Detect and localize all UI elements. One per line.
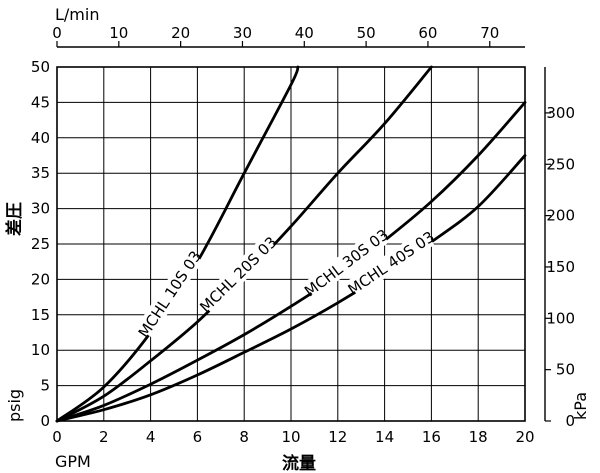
bottom-tick-label: 20 xyxy=(515,428,534,446)
top-tick-label: 20 xyxy=(171,24,190,42)
left-tick-label: 30 xyxy=(31,200,50,218)
left-axis-label: 差圧 xyxy=(4,202,25,236)
bottom-tick-label: 8 xyxy=(239,428,249,446)
series-curve xyxy=(55,101,527,423)
top-axis-unit: L/min xyxy=(55,5,99,24)
series-label-bg xyxy=(303,227,389,298)
bottom-tick-label: 2 xyxy=(99,428,109,446)
left-tick-label: 10 xyxy=(31,341,50,359)
bottom-axis-label: 流量 xyxy=(282,453,316,473)
left-tick-label: 50 xyxy=(31,58,50,76)
right-tick-label: 300 xyxy=(546,104,575,122)
series-curve xyxy=(55,154,527,423)
grid xyxy=(57,67,525,421)
series-curve xyxy=(55,65,300,423)
right-tick-label: 250 xyxy=(546,155,575,173)
top-tick-label: 50 xyxy=(357,24,376,42)
top-tick-label: 10 xyxy=(109,24,128,42)
left-tick-label: 0 xyxy=(40,412,50,430)
bottom-tick-label: 10 xyxy=(281,428,300,446)
bottom-tick-label: 6 xyxy=(193,428,203,446)
top-tick-label: 70 xyxy=(480,24,499,42)
right-tick-label: 200 xyxy=(546,207,575,225)
bottom-tick-label: 4 xyxy=(146,428,156,446)
left-tick-label: 35 xyxy=(31,164,50,182)
series-label-bg xyxy=(136,250,203,338)
left-tick-label: 45 xyxy=(31,93,50,111)
left-tick-label: 40 xyxy=(31,129,50,147)
right-tick-label: 150 xyxy=(546,258,575,276)
top-tick-label: 0 xyxy=(52,24,62,42)
bottom-tick-label: 14 xyxy=(375,428,394,446)
left-tick-label: 20 xyxy=(31,270,50,288)
right-tick-label: 0 xyxy=(565,412,575,430)
series-label: MCHL 20S 03 xyxy=(196,233,280,316)
series-label-bg xyxy=(347,229,435,297)
right-tick-label: 100 xyxy=(546,309,575,327)
series-label: MCHL 10S 03 xyxy=(135,248,205,342)
left-axis-unit: psig xyxy=(5,389,24,422)
series-label-group: MCHL 10S 03 xyxy=(135,248,205,342)
right-axis-unit: kPa xyxy=(571,392,590,420)
left-tick-label: 5 xyxy=(40,377,50,395)
bottom-tick-label: 12 xyxy=(328,428,347,446)
plot-frame xyxy=(56,46,546,422)
bottom-tick-label: 18 xyxy=(469,428,488,446)
bottom-axis-unit: GPM xyxy=(55,452,91,471)
left-tick-label: 25 xyxy=(31,235,50,253)
axis-ticks: 0 10 20 30 40 50 60 700501001502002503000510152… xyxy=(31,24,575,446)
right-tick-label: 50 xyxy=(556,361,575,379)
top-tick-label: 60 xyxy=(418,24,437,42)
left-tick-label: 15 xyxy=(31,306,50,324)
top-tick-label: 40 xyxy=(295,24,314,42)
series-label-bg xyxy=(198,235,278,314)
plot-border xyxy=(56,66,526,422)
bottom-tick-label: 0 xyxy=(52,428,62,446)
top-tick-label: 30 xyxy=(233,24,252,42)
bottom-tick-label: 16 xyxy=(422,428,441,446)
